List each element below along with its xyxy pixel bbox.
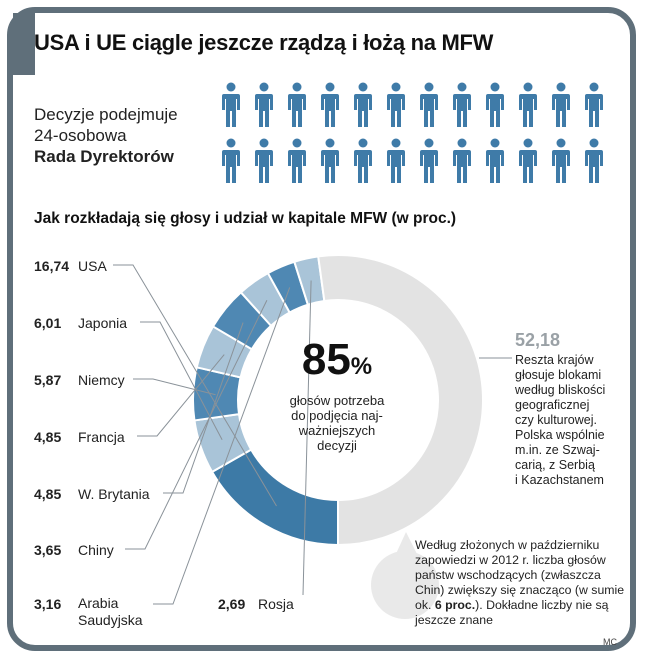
credit: MC [603, 637, 617, 647]
slice-name: Rosja [258, 596, 294, 612]
center-number: 85% [262, 338, 412, 389]
center-line-1: głosów potrzeba [289, 393, 385, 408]
note-text-after: ). Dokładne liczby nie są jeszcze znane [415, 598, 609, 627]
rest-description-line: Reszta krajów [515, 353, 594, 367]
slice-label: 16,74 USA [34, 258, 107, 274]
person-icon [354, 138, 372, 183]
person-icon [288, 82, 306, 127]
slice-label: 5,87 Niemcy [34, 372, 125, 388]
board-line-3: Rada Dyrektorów [34, 147, 174, 166]
person-icon [585, 82, 603, 127]
person-icon [486, 138, 504, 183]
slice-value: 5,87 [34, 372, 62, 388]
person-icon [486, 82, 504, 127]
footnote: Według złożonych w październiku zapowied… [415, 538, 630, 628]
rest-description-line: i Kazachstanem [515, 473, 604, 487]
board-line-2: 24-osobowa [34, 126, 127, 145]
slice-value: 4,85 [34, 486, 62, 502]
slice-label: 4,85 W. Brytania [34, 486, 150, 502]
slice-label: 3,16 Arabia Saudyjska [34, 595, 143, 629]
pie-center-text: 85% głosów potrzeba do podjęcia naj- waż… [262, 338, 412, 454]
slice-value: 6,01 [34, 315, 62, 331]
slice-label: 3,65 Chiny [34, 542, 114, 558]
rest-description: Reszta krajów głosuje blokami według blisk… [515, 353, 635, 488]
rest-description-line: carią, z Serbią [515, 458, 595, 472]
note-text-before: Według złożonych w październiku zapowied… [415, 538, 625, 612]
rest-description-line: według bliskości [515, 383, 606, 397]
person-icon [222, 82, 240, 127]
person-icon [255, 138, 273, 183]
slice-name: W. Brytania [78, 486, 150, 502]
person-icon [420, 138, 438, 183]
slice-value: 3,65 [34, 542, 62, 558]
slice-value: 3,16 [34, 596, 62, 612]
center-line-2: do podjęcia naj- [291, 408, 383, 423]
person-icon [387, 138, 405, 183]
slice-label: 6,01 Japonia [34, 315, 127, 331]
person-icon [519, 138, 537, 183]
board-line-1: Decyzje podejmuje [34, 105, 178, 124]
rest-description-line: głosuje blokami [515, 368, 602, 382]
person-icon [585, 138, 603, 183]
person-icon [453, 82, 471, 127]
slice-name: Japonia [78, 315, 128, 331]
person-icon [321, 82, 339, 127]
person-icon [453, 138, 471, 183]
slice-label: 4,85 Francja [34, 429, 125, 445]
person-icon [552, 138, 570, 183]
rest-label: 52,18 Reszta krajów głosuje blokami według… [515, 330, 635, 488]
slice-name: Chiny [78, 542, 114, 558]
person-icon [222, 138, 240, 183]
board-description: Decyzje podejmuje 24-osobowa Rada Dyrekt… [34, 104, 178, 167]
person-icon [255, 82, 273, 127]
slice-value: 16,74 [34, 258, 70, 274]
person-icon [288, 138, 306, 183]
person-icon [519, 82, 537, 127]
person-icon [420, 82, 438, 127]
center-line-4: decyzji [317, 438, 357, 453]
rest-description-line: czy kulturowej. [515, 413, 597, 427]
rest-description-line: m.in. ze Szwaj- [515, 443, 600, 457]
center-value: 85 [301, 335, 351, 384]
board-members-grid [222, 82, 603, 183]
slice-value: 4,85 [34, 429, 62, 445]
person-icon [387, 82, 405, 127]
center-line-3: ważniejszych [298, 423, 376, 438]
rest-value: 52,18 [515, 330, 561, 350]
note-bold: 6 proc. [434, 598, 476, 612]
slice-value: 2,69 [218, 596, 246, 612]
rest-description-line: geograficznej [515, 398, 590, 412]
slice-name: Francja [78, 429, 125, 445]
center-unit: % [350, 353, 373, 380]
person-icon [354, 82, 372, 127]
person-icon [552, 82, 570, 127]
slice-name: Arabia Saudyjska [78, 595, 143, 628]
frame-tab [13, 13, 35, 75]
chart-title: Jak rozkładają się głosy i udział w kapi… [34, 210, 457, 227]
person-icon [321, 138, 339, 183]
page-title: USA i UE ciągle jeszcze rządzą i łożą na… [34, 30, 494, 55]
slice-name: USA [78, 258, 107, 274]
slice-label: 2,69 Rosja [218, 596, 294, 612]
slice-name: Niemcy [78, 372, 125, 388]
rest-description-line: Polska wspólnie [515, 428, 605, 442]
